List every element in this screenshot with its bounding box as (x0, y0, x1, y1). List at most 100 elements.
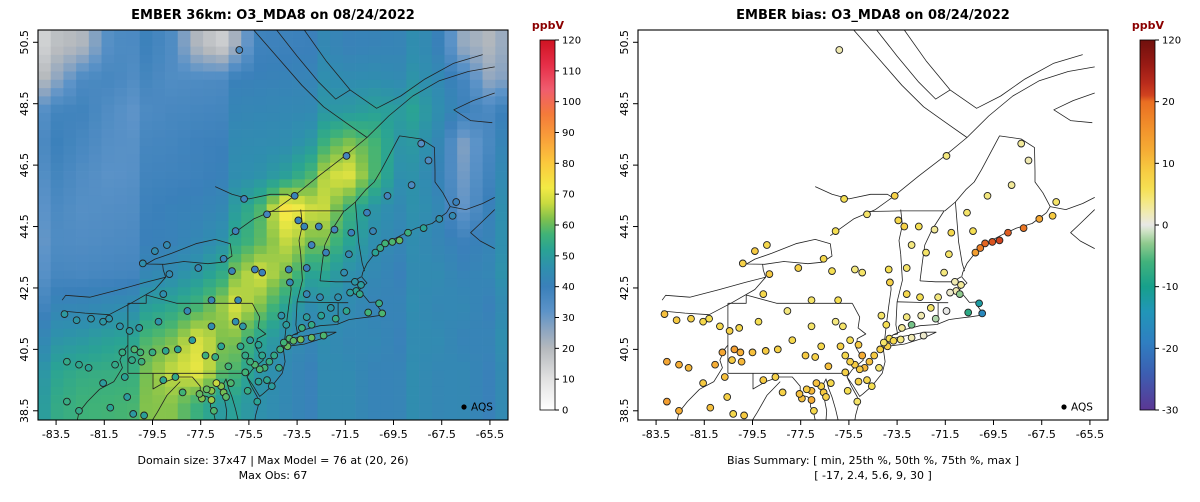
raster-cell (215, 212, 229, 222)
raster-cell (444, 270, 458, 280)
station-point (345, 250, 353, 259)
raster-cell (165, 179, 179, 189)
raster-cell (76, 254, 90, 263)
raster-cell (63, 54, 77, 64)
raster-cell (76, 361, 90, 371)
colorbar-tick-label: -10 (1162, 282, 1178, 293)
raster-cell (304, 254, 318, 263)
raster-cell (139, 320, 153, 330)
raster-cell (380, 195, 395, 205)
station-point (302, 313, 311, 321)
raster-cell (368, 411, 382, 420)
station-point (900, 222, 909, 231)
station-point (300, 222, 309, 231)
raster-cell (101, 79, 115, 89)
raster-cell (431, 146, 445, 155)
raster-cell (215, 312, 229, 321)
model-axes: -83.5 -81.5 -79.5 -77.5 -75.5 -73.5 -71.5 -69.5… (18, 29, 509, 441)
raster-cell (50, 88, 64, 97)
raster-cell (101, 137, 115, 147)
raster-cell (88, 71, 102, 81)
station-point (375, 299, 383, 308)
raster-cell (469, 195, 483, 205)
raster-cell (304, 212, 318, 222)
map-outline-lake_ontario (146, 239, 233, 265)
raster-cell (228, 378, 242, 388)
station-point (231, 227, 240, 235)
raster-cell (279, 146, 293, 155)
raster-cell (482, 270, 496, 280)
raster-cell (317, 295, 331, 305)
raster-cell (139, 370, 153, 379)
raster-cell (50, 137, 64, 147)
map-outline-border_maine_quebec (344, 135, 451, 212)
raster-cell (380, 212, 395, 222)
raster-cell (342, 38, 356, 47)
raster-cell (152, 220, 166, 230)
raster-cell (253, 328, 267, 338)
raster-cell (88, 245, 102, 255)
aqs-legend-dot (1061, 404, 1067, 410)
raster-cell (457, 295, 471, 305)
raster-cell (228, 79, 242, 89)
raster-cell (317, 345, 331, 354)
raster-cell (177, 129, 191, 139)
raster-cell (101, 254, 115, 263)
raster-cell (215, 88, 229, 97)
raster-cell (165, 46, 179, 56)
raster-cell (228, 104, 242, 114)
station-point (171, 373, 180, 381)
raster-cell (253, 162, 267, 172)
raster-cell (177, 245, 191, 255)
raster-cell (406, 254, 420, 263)
raster-cell (253, 295, 267, 305)
raster-cell (266, 220, 280, 230)
colorbar-tick-label: 20 (562, 344, 575, 355)
raster-cell (342, 204, 356, 213)
raster-cell (431, 254, 445, 263)
raster-cell (279, 386, 293, 396)
raster-cell (431, 112, 445, 122)
raster-cell (152, 154, 166, 164)
raster-cell (368, 171, 382, 180)
raster-cell (330, 46, 344, 56)
colorbar-tick-label: -20 (1162, 344, 1178, 355)
x-tick-label: -73.5 (283, 428, 311, 441)
station-point (452, 198, 461, 206)
raster-cell (368, 30, 382, 39)
raster-cell (177, 121, 191, 130)
raster-cell (190, 295, 204, 305)
raster-cell (139, 129, 153, 139)
raster-cell (406, 129, 420, 139)
raster-cell (63, 403, 77, 413)
raster-cell (444, 220, 458, 230)
raster-cell (419, 303, 433, 313)
raster-cell (342, 320, 356, 330)
station-point (728, 356, 736, 364)
colorbar-tick-label: 70 (562, 190, 575, 201)
raster-cell (165, 121, 179, 130)
raster-cell (406, 171, 420, 180)
raster-cell (139, 245, 153, 255)
raster-cell (495, 386, 508, 396)
station-point (863, 210, 871, 219)
raster-cell (292, 229, 306, 238)
station-point (675, 360, 683, 369)
raster-cell (228, 370, 242, 379)
raster-cell (152, 278, 166, 288)
raster-cell (139, 179, 153, 189)
raster-cell (165, 88, 179, 97)
map-outline-ottawa_river (215, 186, 293, 200)
raster-cell (292, 121, 306, 130)
raster-cell (38, 378, 52, 388)
raster-cell (177, 112, 191, 122)
raster-cell (177, 179, 191, 189)
raster-cell (253, 254, 267, 263)
raster-cell (177, 96, 191, 106)
station-point (720, 373, 729, 381)
raster-cell (457, 171, 471, 180)
raster-cell (393, 30, 407, 39)
map-outline-quebec_river_2 (876, 30, 951, 100)
raster-cell (228, 71, 242, 81)
station-point (890, 191, 899, 200)
